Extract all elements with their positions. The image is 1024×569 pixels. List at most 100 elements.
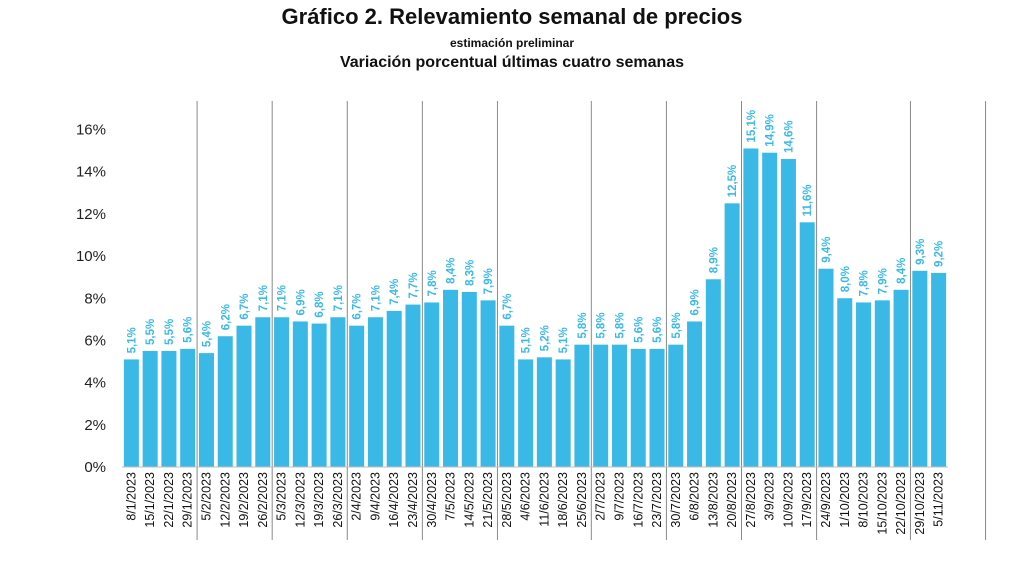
x-tick-label: 2/7/2023 — [594, 472, 608, 521]
bar — [593, 344, 609, 467]
x-tick-label: 23/4/2023 — [406, 472, 420, 528]
x-tick-label: 25/6/2023 — [575, 472, 589, 528]
x-tick-label: 19/3/2023 — [312, 472, 326, 528]
data-label: 15,1% — [746, 110, 758, 143]
x-tick-label: 17/9/2023 — [800, 472, 814, 528]
y-tick-label: 10% — [76, 248, 106, 265]
data-label: 14,6% — [783, 120, 795, 153]
bar — [837, 298, 853, 467]
data-label: 9,4% — [821, 237, 833, 263]
x-tick-label: 5/3/2023 — [275, 472, 289, 521]
x-tick-label: 4/6/2023 — [519, 472, 533, 521]
data-label: 7,1% — [333, 285, 345, 311]
y-tick-label: 12% — [76, 206, 106, 223]
data-label: 5,1% — [126, 327, 138, 353]
bar — [780, 159, 796, 467]
bar — [912, 270, 928, 467]
y-tick-label: 0% — [84, 459, 106, 476]
bar — [255, 317, 271, 467]
bar — [630, 348, 646, 467]
bar — [198, 353, 214, 467]
data-label: 5,6% — [633, 317, 645, 343]
data-label: 5,6% — [652, 317, 664, 343]
bar — [142, 350, 158, 467]
bar — [180, 348, 196, 467]
bar — [274, 317, 290, 467]
data-label: 6,7% — [502, 293, 514, 319]
bar — [649, 348, 665, 467]
bar — [443, 289, 459, 467]
bar — [856, 302, 872, 467]
x-tick-label: 22/1/2023 — [162, 472, 176, 528]
data-label: 8,9% — [708, 247, 720, 273]
bar — [330, 317, 346, 467]
data-label: 9,2% — [934, 241, 946, 267]
bar — [499, 325, 515, 467]
x-tick-label: 9/4/2023 — [368, 472, 382, 521]
data-label: 5,4% — [201, 321, 213, 347]
bar — [217, 336, 233, 467]
bar — [611, 344, 627, 467]
x-tick-label: 19/2/2023 — [237, 472, 251, 528]
y-tick-label: 16% — [76, 122, 106, 139]
chart-title: Gráfico 2. Relevamiento semanal de preci… — [281, 4, 743, 29]
data-label: 7,9% — [877, 268, 889, 294]
data-label: 7,1% — [370, 285, 382, 311]
x-tick-label: 14/5/2023 — [462, 472, 476, 528]
y-tick-label: 14% — [76, 164, 106, 181]
bar — [236, 325, 252, 467]
bar — [762, 152, 778, 467]
data-label: 8,4% — [446, 258, 458, 284]
data-label: 6,9% — [690, 289, 702, 315]
bar — [668, 344, 684, 467]
data-label: 7,1% — [258, 285, 270, 311]
bar — [161, 350, 177, 467]
x-tick-label: 11/6/2023 — [537, 472, 551, 527]
x-tick-label: 7/5/2023 — [444, 472, 458, 521]
data-label: 5,1% — [558, 327, 570, 353]
bar — [931, 272, 947, 467]
x-tick-label: 26/3/2023 — [331, 472, 345, 528]
x-tick-label: 15/10/2023 — [875, 472, 889, 535]
data-label: 14,9% — [765, 114, 777, 147]
bar — [311, 323, 327, 467]
x-tick-label: 8/1/2023 — [124, 472, 138, 521]
data-label: 5,8% — [577, 312, 589, 338]
bar — [123, 359, 139, 467]
data-label: 12,5% — [727, 165, 739, 198]
chart-subtitle: estimación preliminar — [449, 36, 575, 50]
x-tick-label: 30/4/2023 — [425, 472, 439, 528]
x-tick-label: 3/9/2023 — [763, 472, 777, 521]
data-label: 11,6% — [802, 184, 814, 216]
data-label: 5,2% — [539, 325, 551, 351]
x-tick-label: 5/2/2023 — [199, 472, 213, 521]
x-tick-label: 20/8/2023 — [725, 472, 739, 528]
data-label: 8,3% — [464, 260, 476, 286]
x-tick-label: 1/10/2023 — [838, 472, 852, 528]
data-label: 6,7% — [239, 293, 251, 319]
bar — [818, 268, 834, 467]
x-tick-label: 18/6/2023 — [556, 472, 570, 528]
x-tick-label: 24/9/2023 — [819, 472, 833, 528]
x-tick-label: 30/7/2023 — [669, 472, 683, 528]
data-label: 8,4% — [896, 258, 908, 284]
bar — [405, 304, 421, 467]
bar — [292, 321, 308, 467]
data-label: 7,9% — [483, 268, 495, 294]
bar — [555, 359, 571, 467]
x-tick-label: 12/2/2023 — [218, 472, 232, 528]
bar — [480, 300, 496, 467]
x-tick-label: 21/5/2023 — [481, 472, 495, 528]
bar — [705, 279, 721, 467]
data-label: 7,8% — [859, 270, 871, 296]
data-label: 9,3% — [915, 239, 927, 265]
data-label: 5,8% — [596, 312, 608, 338]
x-tick-label: 6/8/2023 — [688, 472, 702, 521]
data-label: 7,4% — [389, 279, 401, 305]
data-label: 6,8% — [314, 291, 326, 317]
bar — [349, 325, 365, 467]
data-label: 8,0% — [840, 266, 852, 292]
bar — [687, 321, 703, 467]
x-tick-label: 29/1/2023 — [181, 472, 195, 528]
data-label: 7,7% — [408, 272, 420, 298]
